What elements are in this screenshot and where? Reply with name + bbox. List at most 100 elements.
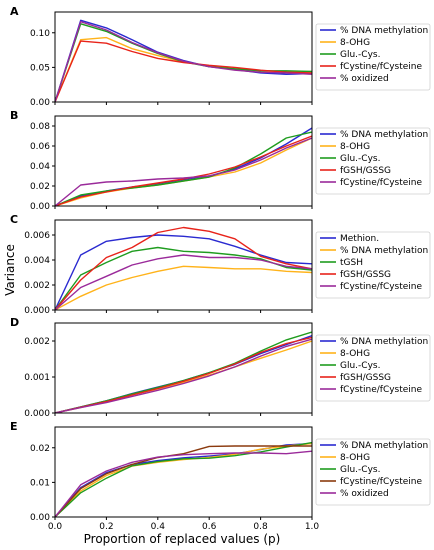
y-tick-label: 0.002 [24,281,50,291]
y-tick-label: 0.00 [30,202,50,212]
legend: Methion. % DNA methylation tGSH fGSH/GSSG fC… [315,231,431,299]
series-line-3 [55,246,312,310]
x-tick-label: 0.4 [151,522,166,532]
y-tick-label: 0.002 [24,337,50,347]
y-tick-label: 0.04 [30,162,50,172]
y-tick-label: 0.001 [24,373,50,383]
legend-entry: Glu.-Cys. [340,465,380,475]
legend: % DNA methylation 8-OHG Glu.-Cys. fCystine/… [315,23,431,91]
y-tick-label: 0.10 [30,29,50,39]
panel-letter: D [10,316,19,329]
series-line-1 [55,234,312,310]
plot-frame [54,11,313,103]
y-axis-label: Variance [3,244,17,296]
legend-entry: % oxidized [340,489,389,499]
panel-letter: B [10,109,18,122]
y-tick-label: 0.02 [30,182,50,192]
panel-d: D 0.000 0.001 0.002 % DNA methylation 8-OHG Gl… [10,316,431,419]
legend-entry: fGSH/GSSG [340,270,391,280]
panel-letter: C [10,213,18,226]
legend-entry: 8-OHG [340,349,370,359]
panel-c: C 0.000 0.002 0.004 0.006 Methion. % DNA methy… [10,213,431,316]
legend-entry: % DNA methylation [340,441,428,451]
series-line-2 [55,265,312,310]
series-line-2 [55,137,312,206]
plot-frame [54,426,313,518]
series-lines [55,441,312,517]
legend-entry: 8-OHG [340,453,370,463]
panel-letter: E [10,420,18,433]
legend-entry: % DNA methylation [340,130,428,140]
legend-entry: tGSH [340,258,363,268]
y-tick-label: 0.000 [24,306,50,316]
legend-entry: Glu.-Cys. [340,50,380,60]
y-tick-label: 0.00 [30,513,50,523]
legend-entry: % DNA methylation [340,246,428,256]
series-line-4 [55,40,312,102]
legend-entry: fCystine/fCysteine [340,62,423,72]
y-tick-label: 0.08 [30,122,50,132]
series-line-4 [55,445,312,517]
legend: % DNA methylation 8-OHG Glu.-Cys. fGSH/GSSG… [315,334,431,402]
panel-a: A 0.00 0.05 0.10 % DNA methylation 8-OHG Glu.-… [10,5,431,108]
panel-b: B 0.00 0.02 0.04 0.06 0.08 % DNA methylation 8-… [10,109,431,212]
y-tick-label: 0.00 [30,98,50,108]
legend-entry: fCystine/fCysteine [340,477,423,487]
panel-letter: A [10,5,19,18]
series-line-2 [55,36,312,102]
panels: A 0.00 0.05 0.10 % DNA methylation 8-OHG Glu.-… [10,5,431,532]
panel-e: E 0.0 0.2 0.4 0.6 0.8 1.0 0.00 0.01 0.02 % DNA met… [10,420,431,532]
legend-entry: fCystine/fCysteine [340,282,423,292]
legend-entry: Glu.-Cys. [340,154,380,164]
y-tick-label: 0.06 [30,142,50,152]
series-line-5 [55,137,312,206]
series-lines [55,226,312,310]
x-tick-label: 0.6 [202,522,217,532]
legend-box [315,438,431,506]
series-line-4 [55,226,312,310]
series-lines [55,127,312,206]
series-line-3 [55,331,312,413]
legend-entry: % DNA methylation [340,337,428,347]
series-line-5 [55,254,312,310]
legend: % DNA methylation 8-OHG Glu.-Cys. fCystine/… [315,438,431,506]
series-line-3 [55,441,312,517]
series-line-3 [55,131,312,206]
legend-entry: fCystine/fCysteine [340,178,423,188]
legend-entry: fCystine/fCysteine [340,385,423,395]
legend-entry: % oxidized [340,74,389,84]
series-lines [55,331,312,413]
series-line-5 [55,338,312,413]
y-tick-label: 0.006 [24,231,50,241]
legend-entry: fGSH/GSSG [340,166,391,176]
plot-frame [54,219,313,311]
x-axis-label: Proportion of replaced values (p) [84,532,281,546]
y-tick-label: 0.01 [30,478,50,488]
series-line-5 [55,21,312,102]
x-tick-label: 0.0 [48,522,63,532]
legend-entry: Glu.-Cys. [340,361,380,371]
legend-entry: Methion. [340,234,379,244]
legend-box [315,231,431,299]
legend-box [315,23,431,91]
y-tick-label: 0.000 [24,409,50,419]
plot-frame [54,322,313,414]
plot-frame [54,115,313,207]
legend-box [315,127,431,195]
legend: % DNA methylation 8-OHG Glu.-Cys. fGSH/GSSG… [315,127,431,195]
x-tick-label: 0.8 [253,522,268,532]
series-line-4 [55,135,312,206]
series-lines [55,19,312,102]
series-line-4 [55,336,312,413]
x-tick-label: 1.0 [305,522,320,532]
y-tick-label: 0.004 [24,256,50,266]
y-tick-label: 0.05 [30,63,50,73]
y-tick-label: 0.02 [30,444,50,454]
legend-entry: fGSH/GSSG [340,373,391,383]
legend-entry: % DNA methylation [340,26,428,36]
legend-entry: 8-OHG [340,142,370,152]
legend-entry: 8-OHG [340,38,370,48]
series-line-5 [55,450,312,517]
x-tick-label: 0.2 [99,522,113,532]
